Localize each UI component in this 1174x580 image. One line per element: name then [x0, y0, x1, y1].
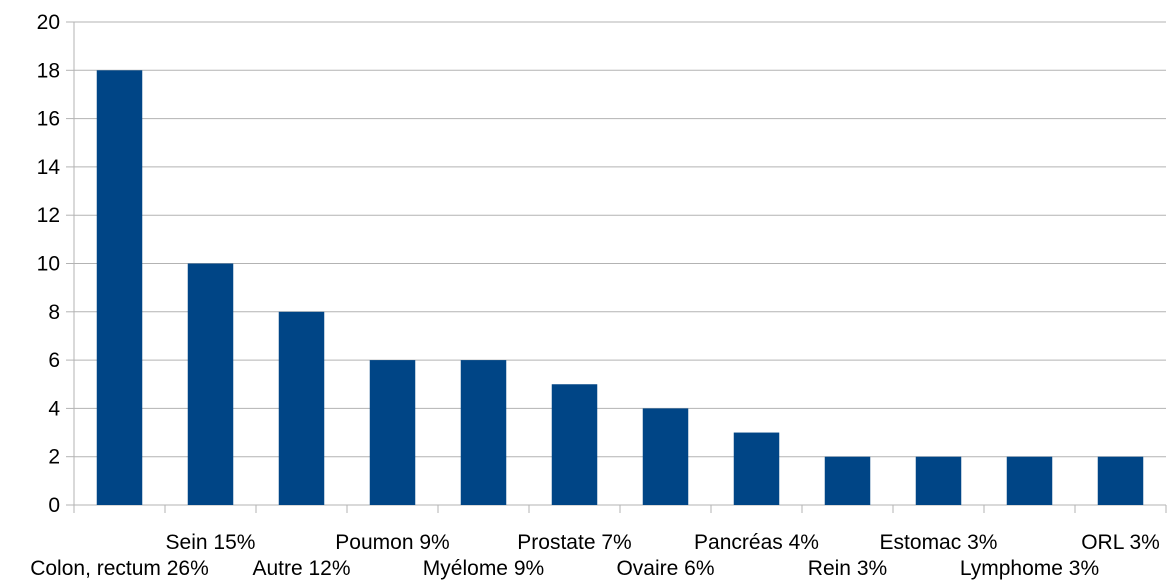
category-labels: Colon, rectum 26% Sein 15% Autre 12% Poumon…	[30, 531, 1160, 580]
y-tick-label: 16	[37, 108, 60, 131]
bar	[1006, 456, 1053, 505]
y-tick-label: 6	[48, 349, 60, 372]
bar	[278, 311, 325, 505]
y-tick-label: 8	[48, 301, 60, 324]
bar	[824, 456, 871, 505]
bar	[187, 263, 234, 505]
category-label: Rein 3%	[808, 557, 887, 580]
category-label: Prostate 7%	[517, 531, 631, 554]
bar	[642, 408, 689, 505]
bar	[1097, 456, 1144, 505]
bar	[915, 456, 962, 505]
y-tick-label: 18	[37, 59, 60, 82]
y-tick-label: 14	[37, 156, 61, 179]
y-tick-label: 12	[37, 204, 60, 227]
bar	[551, 384, 598, 505]
bar	[369, 360, 416, 505]
category-label: ORL 3%	[1081, 531, 1160, 554]
bar	[460, 360, 507, 505]
y-tick-label: 2	[48, 446, 60, 469]
category-label: Pancréas 4%	[694, 531, 819, 554]
category-label: Colon, rectum 26%	[30, 557, 209, 580]
category-label: Ovaire 6%	[616, 557, 714, 580]
category-label: Estomac 3%	[880, 531, 998, 554]
gridlines	[74, 21, 1166, 458]
bar	[96, 70, 143, 506]
category-label: Poumon 9%	[335, 531, 449, 554]
bars	[96, 70, 1144, 506]
y-tick-labels: 0 2 4 6 8 10 12 14 16 18 20	[37, 11, 61, 517]
axes	[66, 21, 1167, 513]
y-tick-label: 10	[37, 253, 60, 276]
y-tick-label: 0	[48, 494, 60, 517]
category-label: Lymphome 3%	[960, 557, 1099, 580]
category-label: Sein 15%	[166, 531, 256, 554]
y-tick-label: 4	[48, 397, 60, 420]
category-label: Myélome 9%	[423, 557, 544, 580]
category-label: Autre 12%	[252, 557, 350, 580]
bar	[733, 432, 780, 505]
y-tick-label: 20	[37, 11, 60, 34]
